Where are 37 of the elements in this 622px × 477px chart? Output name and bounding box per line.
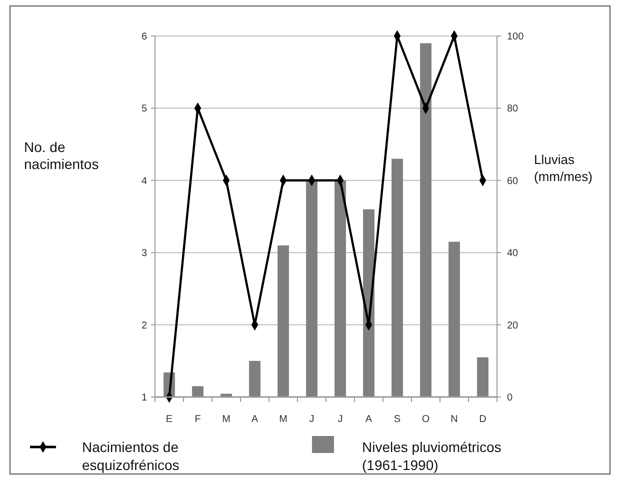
- x-tick-label: M: [279, 414, 288, 425]
- bar: [448, 242, 460, 397]
- bar: [192, 386, 204, 397]
- bar: [420, 43, 432, 397]
- y-axis-title: No. de nacimientos: [24, 139, 99, 172]
- x-tick-label: M: [222, 414, 230, 425]
- x-tick-label: O: [422, 414, 430, 425]
- y2-tick-label: 60: [507, 176, 519, 187]
- legend-label: Nacimientos de esquizofrénicos: [82, 439, 180, 473]
- y2-tick-label: 80: [507, 104, 519, 115]
- x-tick-label: J: [338, 414, 343, 425]
- x-tick-label: E: [166, 414, 173, 425]
- bar: [477, 357, 488, 397]
- x-tick-label: F: [194, 414, 201, 425]
- y-tick-label: 6: [141, 32, 148, 42]
- y2-tick-label: 40: [507, 248, 519, 260]
- y2-tick-label: 20: [507, 320, 519, 332]
- bar: [334, 180, 346, 397]
- y-tick-label: 2: [141, 320, 148, 332]
- x-tick-label: A: [365, 414, 372, 425]
- y-tick-label: 3: [141, 248, 148, 260]
- bar: [306, 180, 318, 397]
- x-tick-label: A: [251, 414, 258, 425]
- y2-tick-label: 0: [507, 392, 513, 404]
- bar: [249, 360, 260, 397]
- x-tick-label: N: [450, 414, 458, 425]
- y2-axis-title: Lluvias (mm/mes): [534, 152, 592, 184]
- bar: [392, 158, 403, 397]
- y2-tick-label: 100: [507, 32, 524, 42]
- bar: [278, 245, 289, 397]
- y-tick-label: 1: [141, 392, 148, 404]
- x-tick-label: S: [394, 414, 401, 425]
- y-tick-label: 4: [141, 176, 148, 187]
- y-tick-label: 5: [141, 104, 148, 115]
- legend-label: Niveles pluviométricos (1961-1990): [362, 439, 502, 473]
- x-tick-label: J: [309, 414, 314, 425]
- x-tick-label: D: [479, 414, 486, 425]
